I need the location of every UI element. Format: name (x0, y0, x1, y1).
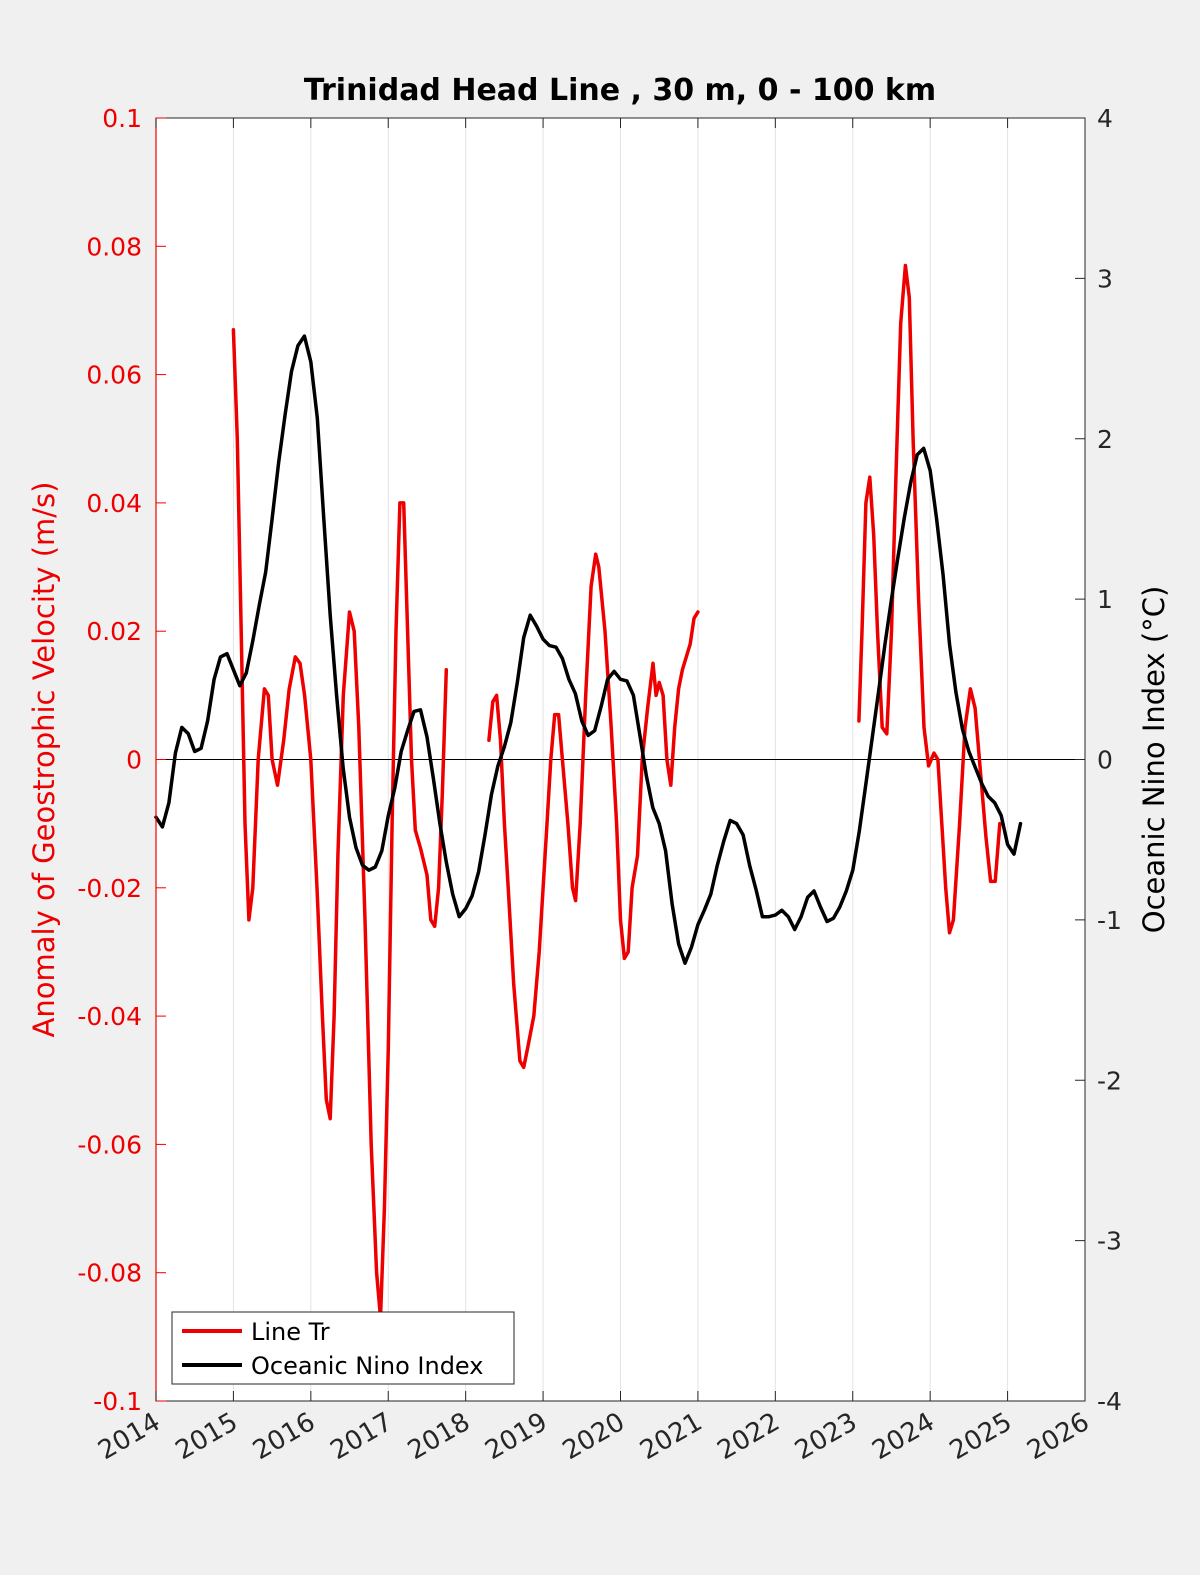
y-right-tick-label: 0 (1097, 746, 1113, 775)
x-tick-label: 2023 (790, 1407, 862, 1466)
y-axis-right-label: Oceanic Nino Index (°C) (1137, 586, 1171, 934)
series-line-tr-segment-1 (231, 327, 449, 1320)
x-tick-label: 2017 (325, 1407, 397, 1466)
y-left-tick-label: -0.08 (77, 1259, 142, 1288)
y-right-tick-label: -3 (1097, 1227, 1122, 1256)
x-tick-label: 2016 (248, 1407, 320, 1466)
legend: Line Tr Oceanic Nino Index (171, 1311, 515, 1385)
legend-label-line-tr: Line Tr (251, 1318, 330, 1346)
y-left-tick-label: 0.04 (86, 489, 142, 518)
x-tick-label: 2021 (635, 1407, 707, 1466)
x-tick-label: 2018 (403, 1407, 475, 1466)
y-right-tick-label: 1 (1097, 585, 1113, 614)
y-left-tick-label: 0.02 (86, 617, 142, 646)
y-right-tick-label: 2 (1097, 425, 1113, 454)
y-axis-right: 4 3 2 1 0 -1 -2 -3 -4 (1075, 104, 1122, 1416)
y-right-tick-label: -4 (1097, 1387, 1122, 1416)
y-axis-left: 0.1 0.08 0.06 0.04 0.02 0 -0.02 -0.04 -0.06 -0.08… (77, 104, 166, 1416)
x-tick-label: 2019 (480, 1407, 552, 1466)
x-tick-label: 2020 (558, 1407, 630, 1466)
series-layer (154, 263, 1023, 1320)
y-right-tick-label: 3 (1097, 264, 1113, 293)
x-tick-label: 2024 (867, 1407, 939, 1466)
x-tick-label: 2015 (171, 1407, 243, 1466)
y-axis-left-label: Anomaly of Geostrophic Velocity (m/s) (27, 482, 61, 1038)
x-tick-label: 2022 (713, 1407, 785, 1466)
series-oceanic-nino-index (154, 334, 1023, 965)
series-line-tr-segment-2 (487, 552, 700, 1070)
legend-box (171, 1311, 515, 1385)
x-tick-label: 2026 (1022, 1407, 1094, 1466)
x-tick-label: 2025 (945, 1407, 1017, 1466)
y-left-tick-label: 0 (126, 746, 142, 775)
y-left-tick-label: -0.1 (93, 1387, 142, 1416)
chart-title: Trinidad Head Line , 30 m, 0 - 100 km (304, 73, 936, 108)
y-left-tick-label: 0.1 (102, 104, 142, 133)
series-line-tr-segment-3 (857, 263, 1002, 935)
y-left-tick-label: -0.04 (77, 1002, 142, 1031)
y-right-tick-label: -2 (1097, 1066, 1122, 1095)
y-left-tick-label: -0.06 (77, 1130, 142, 1159)
y-left-tick-label: 0.08 (86, 232, 142, 261)
legend-label-oni: Oceanic Nino Index (251, 1352, 483, 1380)
y-right-tick-label: 4 (1097, 104, 1113, 133)
y-right-tick-label: -1 (1097, 906, 1122, 935)
y-left-tick-label: 0.06 (86, 361, 142, 390)
y-left-tick-label: -0.02 (77, 874, 142, 903)
